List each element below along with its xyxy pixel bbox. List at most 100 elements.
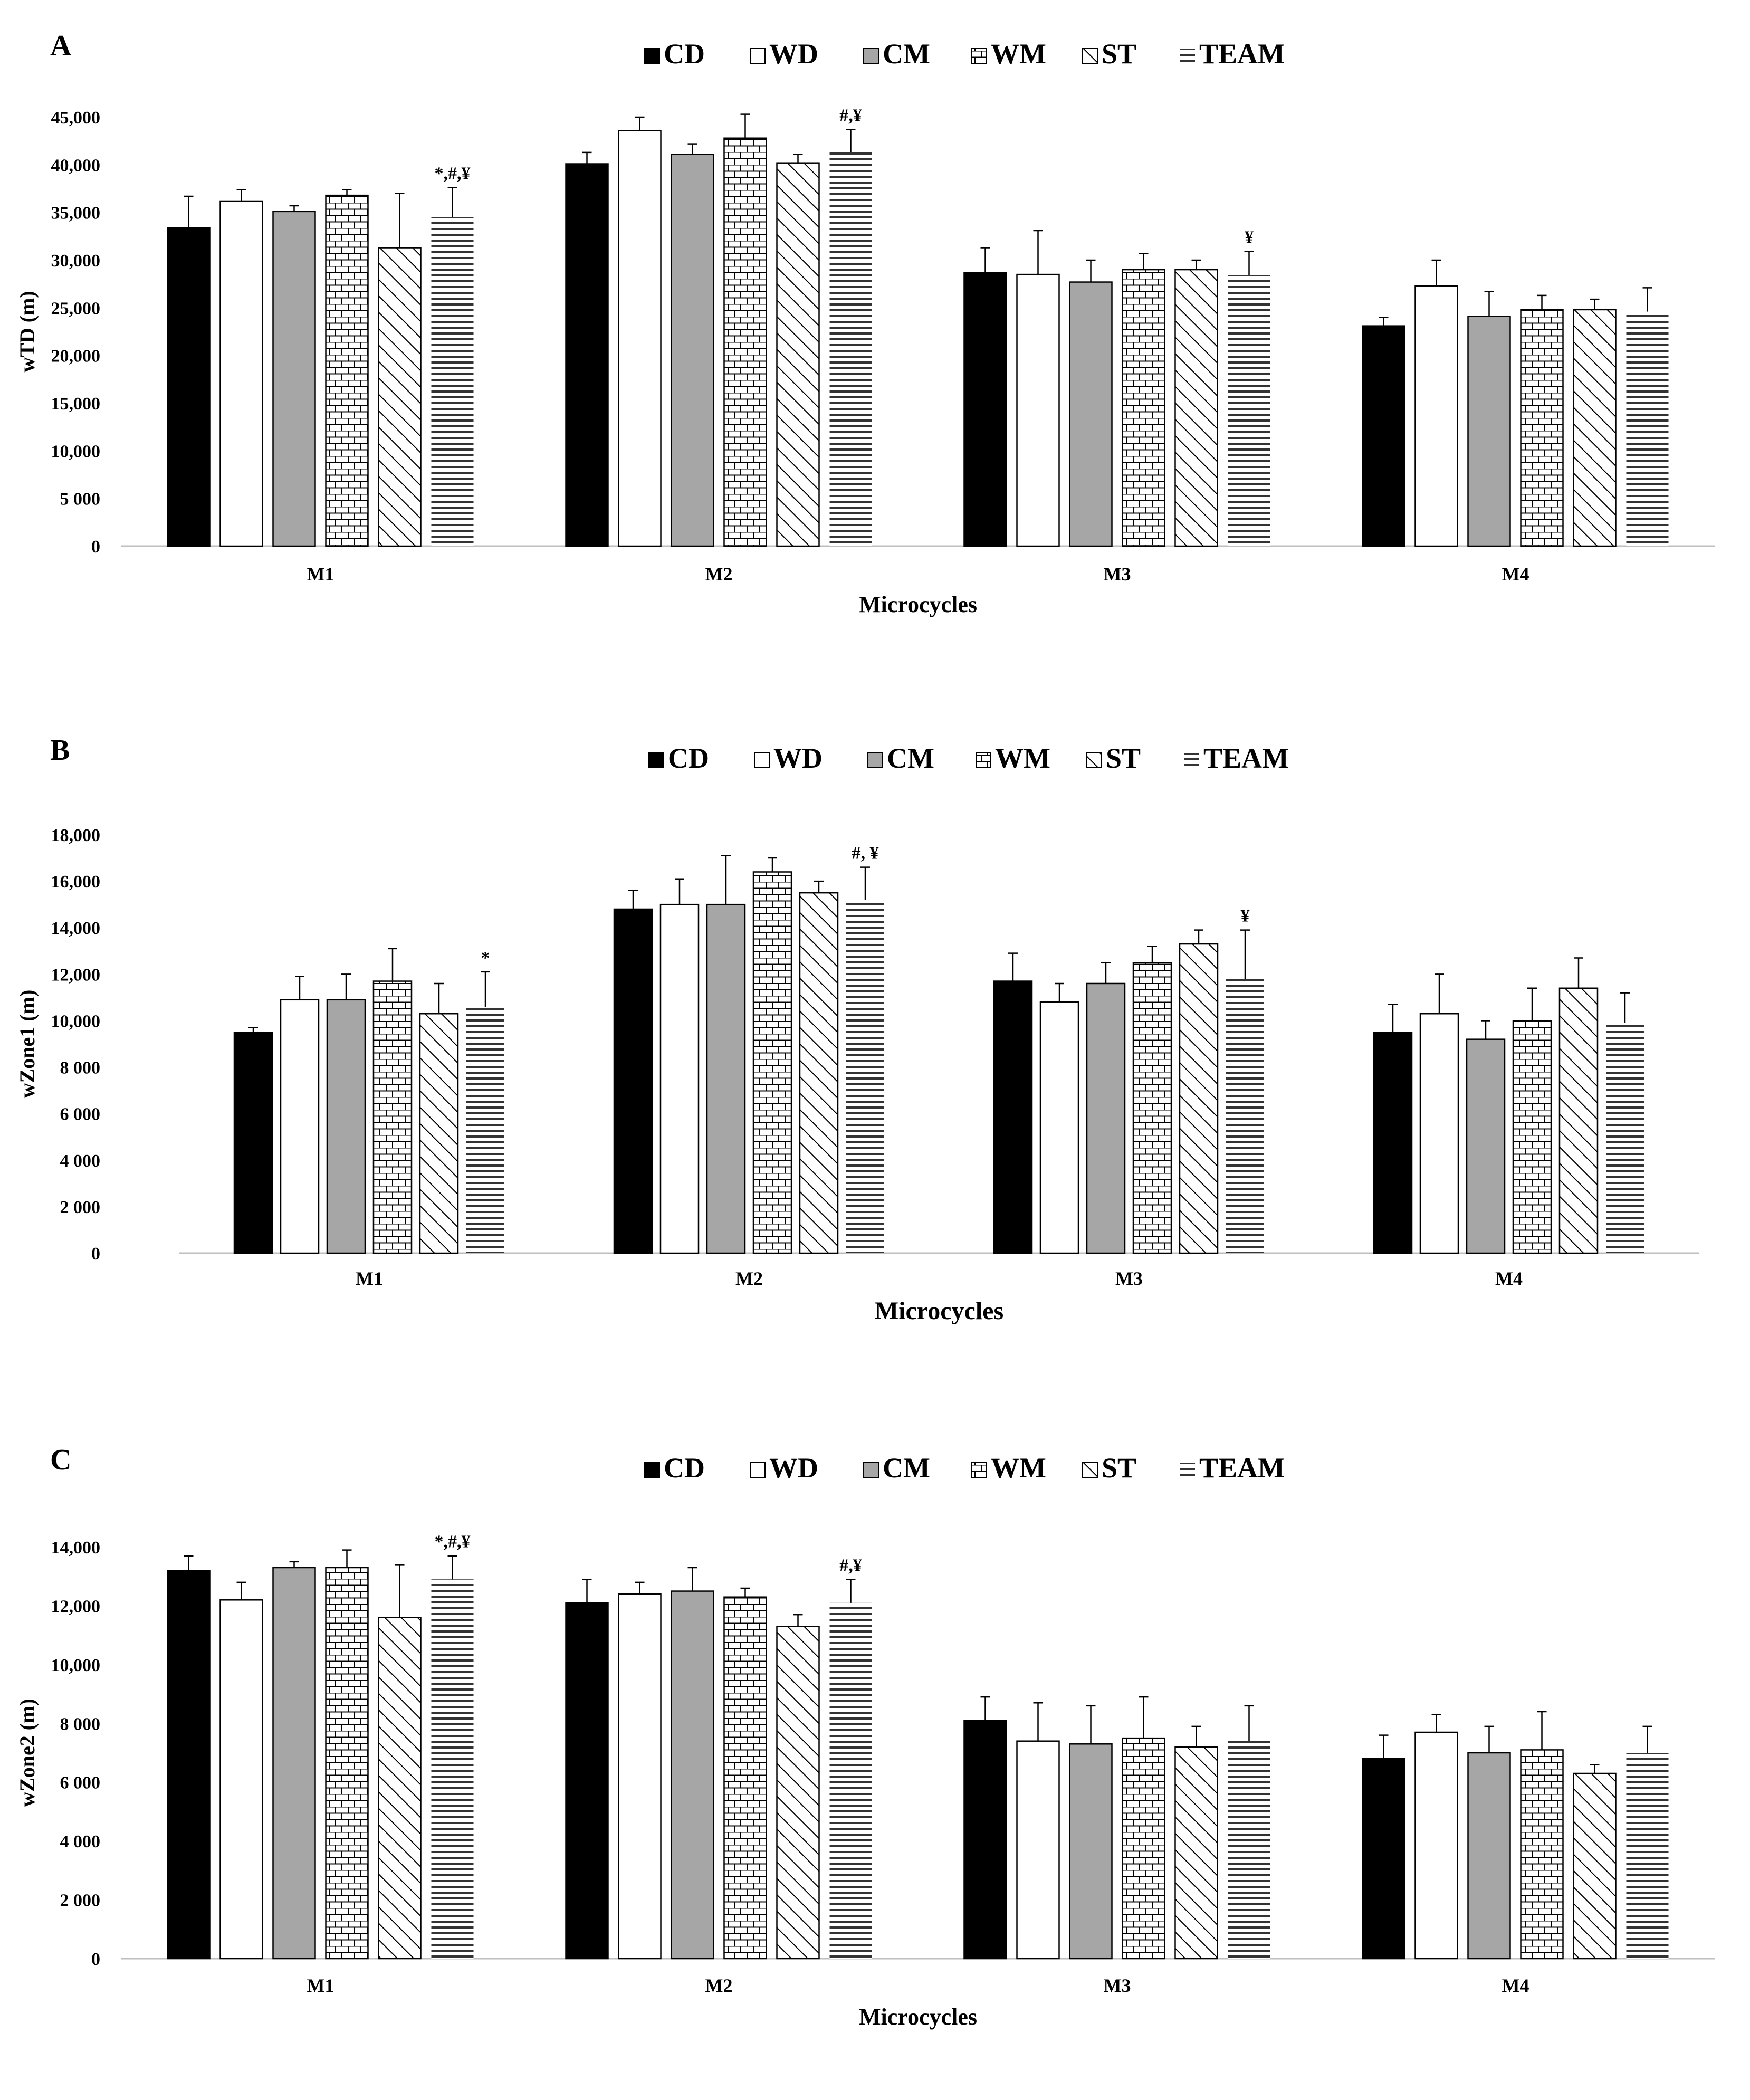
panel-letter: A — [50, 30, 72, 62]
y-axis-title: wTD (m) — [15, 291, 39, 372]
x-tick-label: M4 — [1502, 564, 1529, 585]
legend-label-st: ST — [1102, 38, 1136, 70]
bar-wm-m4 — [1520, 1749, 1564, 1960]
x-tick-label: M1 — [356, 1268, 383, 1289]
y-tick-label: 45,000 — [51, 108, 101, 128]
bar-st-m3 — [1179, 943, 1219, 1254]
x-tick-label: M2 — [705, 1975, 733, 1996]
legend-label-team: TEAM — [1199, 38, 1285, 70]
y-tick-label: 30,000 — [51, 251, 101, 271]
y-tick-label: 8 000 — [60, 1714, 101, 1734]
bar-wd-m2 — [618, 130, 662, 547]
y-tick-label: 40,000 — [51, 156, 101, 175]
bar-st-m1 — [419, 1013, 459, 1254]
legend-label-wd: WD — [769, 38, 818, 70]
panel-b: B CD WD CM WM ST TEAM 0 2 000 4 000 6 000 8 000 10,… — [0, 704, 1750, 1390]
y-tick-label: 0 — [91, 537, 100, 557]
y-tick-label: 4 000 — [60, 1832, 101, 1851]
y-tick-label: 8 000 — [60, 1058, 101, 1078]
y-tick-label: 10,000 — [51, 442, 101, 461]
y-tick-label: 15,000 — [51, 394, 101, 414]
legend-swatch-team — [1180, 49, 1195, 63]
y-axis-title: wZone2 (m) — [15, 1698, 39, 1807]
bar-cm-m1 — [272, 211, 316, 547]
bar-cd-m2 — [613, 908, 653, 1254]
legend-label-wm: WM — [991, 1452, 1046, 1484]
significance-label: ¥ — [1245, 228, 1254, 247]
bar-cd-m4 — [1373, 1032, 1413, 1254]
y-tick-label: 2 000 — [60, 1891, 101, 1911]
bar-cm-m3 — [1086, 982, 1126, 1254]
legend-swatch-wd — [754, 752, 770, 768]
bar-team-m3 — [1228, 1741, 1270, 1959]
bar-wm-m2 — [723, 137, 767, 547]
bar-cd-m3 — [963, 272, 1007, 547]
y-tick-label: 0 — [91, 1950, 100, 1969]
bar-st-m2 — [799, 892, 839, 1254]
bar-team-m4 — [1626, 311, 1669, 546]
bar-wm-m2 — [723, 1596, 767, 1960]
bar-wd-m3 — [1039, 1001, 1079, 1254]
x-axis-title: Microcycles — [875, 1297, 1003, 1325]
bar-cm-m3 — [1069, 281, 1113, 547]
x-tick-label: M2 — [735, 1268, 763, 1289]
y-tick-label: 12,000 — [51, 1597, 101, 1616]
significance-label: ¥ — [1241, 906, 1250, 926]
bar-team-m2 — [846, 900, 884, 1253]
bar-st-m3 — [1174, 1746, 1218, 1960]
bar-st-m3 — [1174, 269, 1218, 547]
bar-wm-m3 — [1122, 1737, 1165, 1960]
legend-swatch-wm — [971, 48, 987, 64]
bar-cd-m2 — [565, 163, 609, 547]
bar-wd-m2 — [618, 1593, 662, 1960]
chart-c-svg: CD WD CM WM ST TEAM 0 2 000 4 000 6 000 8 000 10,00… — [15, 1452, 1715, 2030]
bar-team-m1 — [431, 217, 474, 546]
bar-cd-m3 — [963, 1720, 1007, 1960]
y-tick-label: 4 000 — [60, 1151, 101, 1171]
bar-cd-m2 — [565, 1602, 609, 1960]
bar-st-m4 — [1573, 309, 1617, 547]
bar-wm-m1 — [325, 194, 369, 547]
panel-letter: C — [50, 1444, 72, 1476]
significance-label: *,#,¥ — [435, 1532, 471, 1552]
legend-swatch-st — [1082, 48, 1098, 64]
legend-label-wm: WM — [995, 742, 1050, 774]
bar-wm-m1 — [372, 980, 413, 1254]
significance-label: #,¥ — [839, 106, 862, 125]
legend-swatch-team — [1184, 753, 1199, 768]
y-tick-label: 5 000 — [60, 490, 101, 509]
bar-cd-m3 — [993, 980, 1033, 1254]
legend: CD WD CM WM ST TEAM — [648, 742, 1289, 774]
y-tick-label: 0 — [91, 1244, 100, 1264]
panel-letter: B — [50, 734, 70, 767]
y-tick-label: 20,000 — [51, 347, 101, 366]
bar-st-m4 — [1573, 1772, 1617, 1960]
y-tick-label: 25,000 — [51, 299, 101, 318]
y-tick-label: 6 000 — [60, 1773, 101, 1793]
bar-cd-m1 — [233, 1032, 273, 1254]
bar-st-m2 — [776, 162, 820, 547]
y-tick-label: 16,000 — [51, 872, 101, 892]
bar-st-m1 — [378, 1617, 422, 1960]
bar-cd-m1 — [167, 227, 211, 547]
bar-wd-m4 — [1414, 1731, 1458, 1960]
bar-team-m3 — [1226, 979, 1264, 1253]
significance-label: #,¥ — [839, 1555, 862, 1575]
bar-team-m1 — [431, 1579, 474, 1959]
bar-cm-m2 — [671, 154, 714, 547]
legend-label-wd: WD — [773, 742, 823, 774]
x-tick-label: M3 — [1104, 564, 1131, 585]
bar-st-m2 — [776, 1626, 820, 1960]
bar-wd-m1 — [219, 1599, 263, 1960]
bar-wd-m4 — [1414, 285, 1458, 547]
bar-wm-m4 — [1520, 309, 1564, 547]
legend: CD WD CM WM ST TEAM — [644, 1452, 1285, 1484]
y-axis-title: wZone1 (m) — [15, 990, 39, 1099]
legend-swatch-cm — [863, 1462, 879, 1478]
bar-team-m2 — [829, 1602, 872, 1959]
legend-label-cm: CM — [883, 1452, 930, 1484]
legend-swatch-wm — [976, 752, 991, 768]
bar-wd-m4 — [1419, 1013, 1459, 1254]
bar-team-m3 — [1228, 275, 1270, 546]
y-tick-label: 35,000 — [51, 204, 101, 223]
